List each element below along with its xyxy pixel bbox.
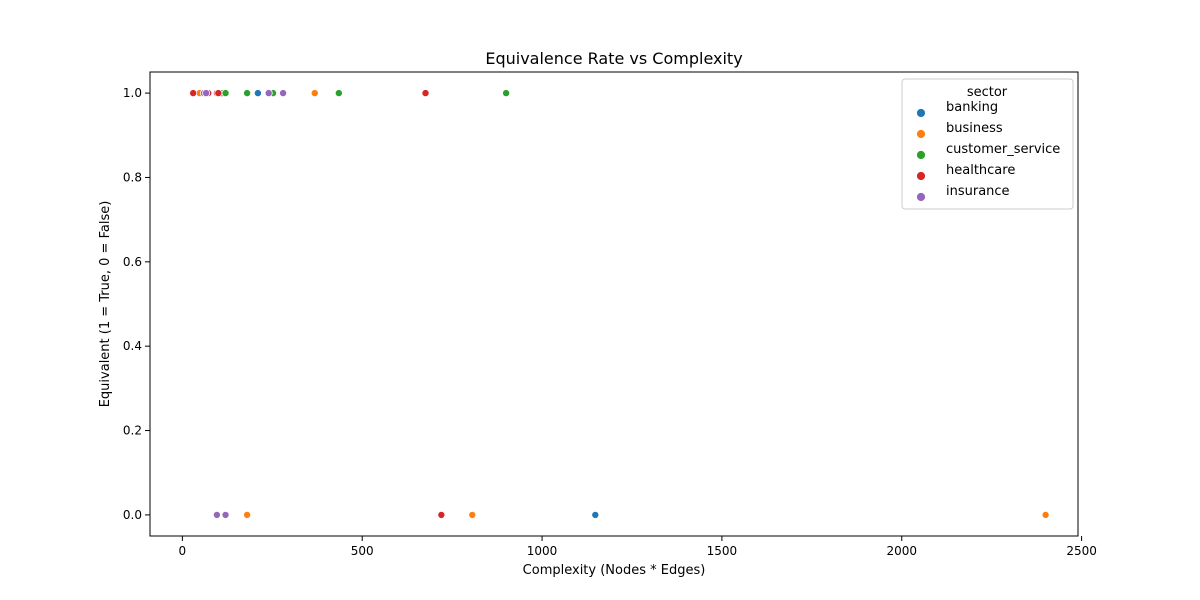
x-tick-label: 500: [351, 544, 374, 558]
data-point-healthcare: [214, 89, 223, 98]
y-tick-label: 1.0: [123, 86, 142, 100]
data-point-healthcare: [421, 89, 430, 98]
legend-marker-business: [916, 129, 926, 139]
y-tick-label: 0.4: [123, 339, 142, 353]
data-point-insurance: [264, 89, 273, 98]
legend-marker-customer_service: [916, 150, 926, 160]
x-tick-label: 0: [179, 544, 187, 558]
y-tick-label: 0.2: [123, 424, 142, 438]
data-point-healthcare: [189, 89, 198, 98]
data-point-business: [310, 89, 319, 98]
legend-label-banking: banking: [946, 100, 998, 115]
legend-title: sector: [967, 85, 1008, 100]
x-tick-label: 2500: [1066, 544, 1097, 558]
y-axis: 0.0 0.2 0.4 0.6 0.8 1.0: [123, 86, 150, 522]
legend-marker-healthcare: [916, 171, 926, 181]
y-axis-label: Equivalent (1 = True, 0 = False): [98, 201, 113, 408]
x-axis: 0 500 1000 1500 2000 2500: [179, 536, 1097, 558]
y-tick-label: 0.6: [123, 255, 142, 269]
data-point-banking: [591, 510, 600, 519]
x-axis-label: Complexity (Nodes * Edges): [523, 563, 706, 578]
legend-label-insurance: insurance: [946, 184, 1010, 199]
data-point-customer_service: [221, 89, 230, 98]
legend-label-business: business: [946, 121, 1003, 136]
legend: sector banking business customer_servicehe…: [901, 78, 1074, 210]
data-point-insurance: [212, 510, 221, 519]
data-point-business: [243, 510, 252, 519]
data-point-insurance: [221, 510, 230, 519]
legend-label-customer_service: customer_service: [946, 142, 1060, 157]
legend-marker-insurance: [916, 192, 926, 202]
x-tick-label: 1000: [527, 544, 558, 558]
data-point-customer_service: [502, 89, 511, 98]
y-tick-label: 0.0: [123, 508, 142, 522]
data-point-customer_service: [334, 89, 343, 98]
data-point-business: [468, 510, 477, 519]
legend-label-healthcare: healthcare: [946, 163, 1015, 178]
data-point-banking: [253, 89, 262, 98]
legend-box: [901, 78, 1074, 210]
data-point-healthcare: [437, 510, 446, 519]
chart-title: Equivalence Rate vs Complexity: [485, 49, 742, 68]
x-tick-label: 1500: [707, 544, 738, 558]
data-point-insurance: [279, 89, 288, 98]
data-point-customer_service: [243, 89, 252, 98]
data-points: [189, 89, 1050, 519]
data-point-business: [1041, 510, 1050, 519]
plot-frame: [149, 71, 1079, 537]
x-tick-label: 2000: [886, 544, 917, 558]
data-point-insurance: [202, 89, 211, 98]
legend-marker-banking: [916, 108, 926, 118]
y-tick-label: 0.8: [123, 170, 142, 184]
